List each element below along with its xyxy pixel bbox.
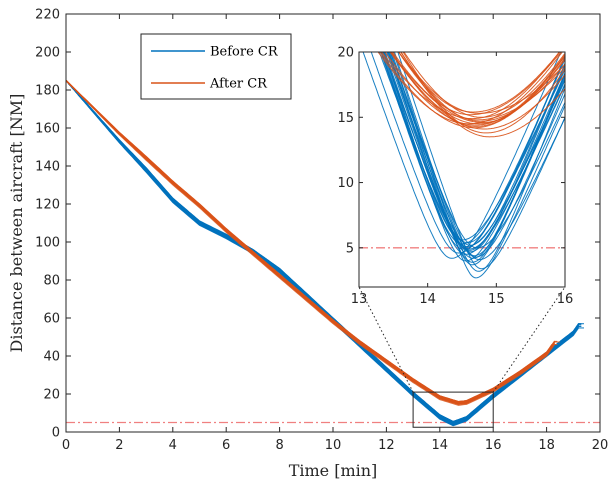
y-axis-label: Distance between aircraft [NM] — [7, 94, 26, 353]
x-tick-label: 0 — [62, 438, 70, 453]
legend: Before CR After CR — [140, 33, 292, 100]
x-tick-label: 18 — [538, 438, 555, 453]
y-tick-label: 40 — [43, 350, 60, 365]
inset-before-cr-trajectory — [397, 52, 565, 270]
inset-before-cr-trajectory — [387, 52, 565, 253]
legend-label-after: After CR — [209, 77, 268, 92]
inset-plot-frame — [358, 51, 566, 288]
inset-y-tick-label: 10 — [337, 176, 354, 191]
legend-label-before: Before CR — [210, 45, 279, 60]
inset-plot-marks — [359, 52, 565, 279]
x-tick-label: 14 — [432, 438, 449, 453]
inset-after-cr-trajectory — [392, 52, 562, 116]
zoom-guide-lines — [358, 286, 566, 393]
inset-before-cr-trajectory — [380, 52, 565, 250]
y-tick-label: 200 — [35, 46, 60, 61]
inset-after-cr-trajectory — [389, 52, 565, 125]
inset-x-tick-label: 15 — [488, 292, 505, 307]
x-tick-label: 20 — [592, 438, 609, 453]
inset-x-tick-label: 14 — [419, 292, 436, 307]
inset-x-tick-label: 16 — [557, 292, 574, 307]
inset-y-tick-label: 5 — [346, 241, 354, 256]
inset-before-cr-trajectory — [380, 52, 565, 247]
inset-after-cr-trajectory — [403, 52, 565, 118]
inset-after-cr-trajectory — [379, 52, 565, 129]
x-tick-label: 8 — [275, 438, 283, 453]
inset-y-tick-label: 20 — [337, 46, 354, 61]
x-tick-label: 12 — [378, 438, 395, 453]
y-tick-label: 160 — [35, 122, 60, 137]
after-cr-trajectory — [66, 80, 558, 403]
y-tick-label: 140 — [35, 160, 60, 175]
inset-after-cr-trajectory — [400, 52, 565, 122]
y-tick-label: 20 — [43, 388, 60, 403]
y-tick-label: 0 — [52, 426, 60, 441]
inset-plot-axes: 13 14 15 16 5 10 15 20 — [337, 46, 573, 308]
inset-before-cr-trajectory — [378, 52, 565, 244]
inset-after-cr-trajectory — [397, 52, 561, 113]
inset-before-cr-trajectory — [392, 52, 565, 279]
inset-background — [359, 52, 565, 287]
x-tick-label: 2 — [115, 438, 123, 453]
inset-x-tick-label: 13 — [351, 292, 368, 307]
legend-box — [140, 33, 292, 100]
y-tick-label: 180 — [35, 84, 60, 99]
y-tick-label: 120 — [35, 198, 60, 213]
inset-before-cr-trajectory — [370, 52, 565, 254]
inset-after-cr-trajectory — [384, 52, 565, 126]
x-tick-label: 16 — [485, 438, 502, 453]
x-tick-label: 10 — [325, 438, 342, 453]
y-tick-label: 100 — [35, 236, 60, 251]
y-tick-label: 80 — [43, 274, 60, 289]
zoom-guide-right — [492, 286, 566, 393]
zoom-region-box — [412, 391, 494, 428]
after-cr-trajectory — [66, 80, 558, 406]
x-axis-label: Time [min] — [289, 461, 378, 480]
inset-after-cr-trajectory — [400, 52, 565, 138]
main-plot-axes: 0 2 4 6 8 10 12 14 16 18 2002040608010012014016018… — [35, 8, 608, 454]
after-cr-trajectory — [66, 80, 553, 405]
y-tick-label: 220 — [35, 8, 60, 23]
inset-y-tick-label: 15 — [337, 111, 354, 126]
x-tick-label: 6 — [222, 438, 230, 453]
x-tick-label: 4 — [169, 438, 177, 453]
inset-after-cr-trajectory — [390, 52, 565, 130]
y-tick-label: 60 — [43, 312, 60, 327]
after-cr-trajectory — [66, 80, 553, 404]
